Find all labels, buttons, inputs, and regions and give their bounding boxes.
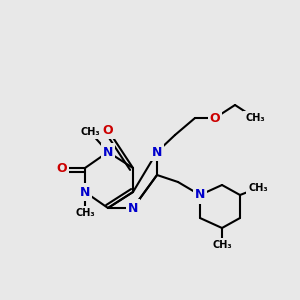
Text: CH₃: CH₃ <box>245 113 265 123</box>
Text: N: N <box>80 185 90 199</box>
Text: N: N <box>152 146 162 158</box>
Text: CH₃: CH₃ <box>75 208 95 218</box>
Text: N: N <box>128 202 138 214</box>
Text: CH₃: CH₃ <box>80 127 100 137</box>
Text: CH₃: CH₃ <box>212 240 232 250</box>
Text: N: N <box>103 146 113 158</box>
Text: O: O <box>103 124 113 136</box>
Text: O: O <box>210 112 220 124</box>
Text: N: N <box>195 188 205 202</box>
Text: O: O <box>57 161 67 175</box>
Text: CH₃: CH₃ <box>248 183 268 193</box>
